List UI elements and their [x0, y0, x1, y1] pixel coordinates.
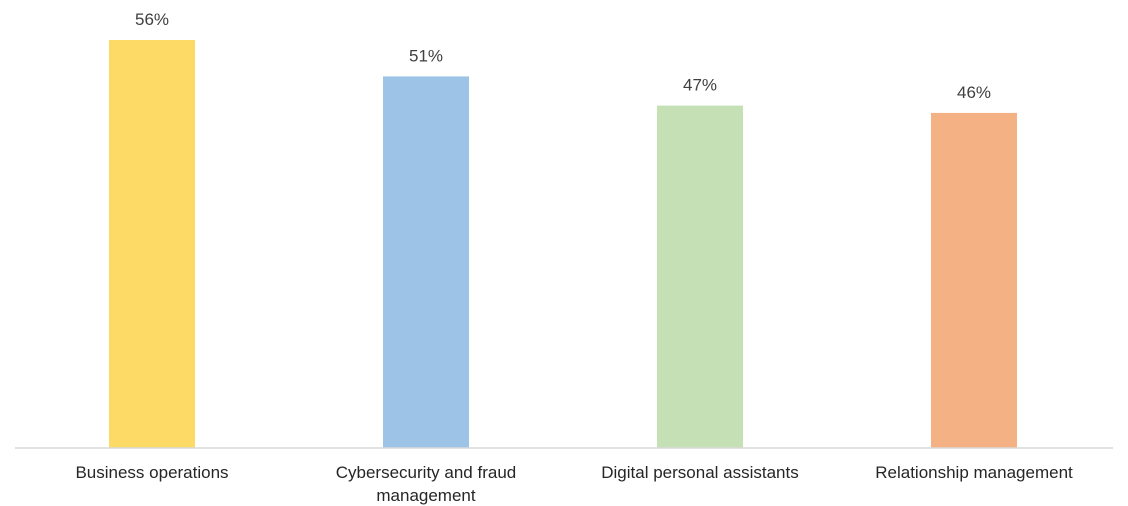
category-label-0: Business operations	[75, 463, 228, 482]
value-labels-group: 56% 51% 47% 46%	[135, 10, 991, 102]
category-label-2: Digital personal assistants	[601, 463, 798, 482]
value-label-2: 47%	[683, 76, 717, 95]
category-label-3: Relationship management	[875, 463, 1073, 482]
bar-1	[383, 76, 469, 449]
bar-2	[657, 105, 743, 448]
category-label-1-line-1: management	[376, 486, 476, 505]
value-label-1: 51%	[409, 46, 443, 65]
bar-3	[931, 112, 1017, 449]
category-labels-group: Business operations Cybersecurity and fra…	[75, 463, 1073, 505]
bar-0	[109, 40, 195, 448]
value-label-0: 56%	[135, 10, 169, 29]
bars-group	[109, 40, 1017, 449]
value-label-3: 46%	[957, 83, 991, 102]
category-label-1-line-0: Cybersecurity and fraud	[336, 463, 516, 482]
